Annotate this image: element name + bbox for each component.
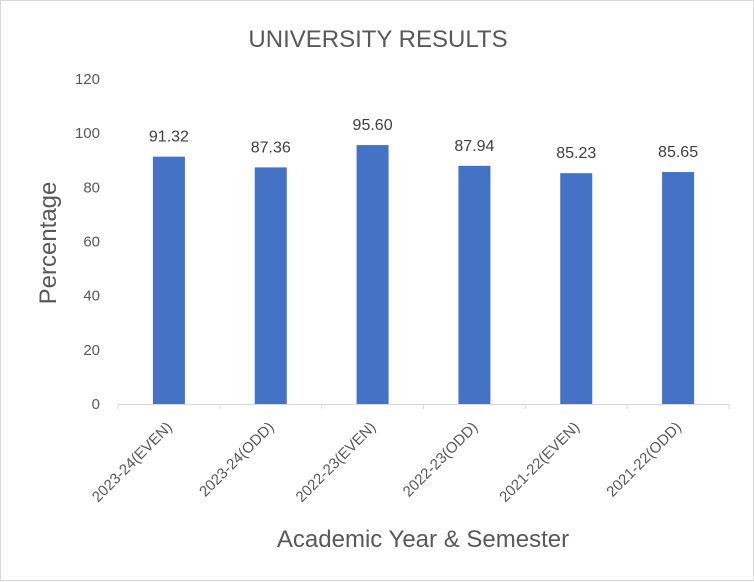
data-label: 85.65 — [658, 144, 698, 161]
bar — [458, 165, 491, 404]
y-tick-label: 40 — [83, 288, 100, 305]
x-tick-label: 2022-23(EVEN) — [293, 419, 380, 506]
chart-title: UNIVERSITY RESULTS — [248, 26, 507, 53]
bar — [356, 145, 389, 405]
y-axis-title: Percentage — [35, 182, 62, 305]
y-axis-ticks: 0 20 40 60 80 100 120 — [75, 71, 100, 413]
y-tick-label: 20 — [83, 342, 100, 359]
y-tick-label: 100 — [75, 125, 100, 142]
y-tick-label: 120 — [75, 71, 100, 88]
data-label: 91.32 — [149, 129, 189, 146]
x-tick-label: 2023-24(ODD) — [196, 419, 278, 501]
x-tick-label: 2023-24(EVEN) — [89, 419, 176, 506]
x-tick-label: 2021-22(ODD) — [603, 419, 685, 501]
data-label: 87.36 — [251, 139, 291, 156]
bar — [662, 172, 695, 404]
x-axis-title: Academic Year & Semester — [277, 526, 569, 553]
bar-series — [152, 145, 695, 405]
y-tick-label: 60 — [83, 234, 100, 251]
x-tick-label: 2021-22(EVEN) — [496, 419, 583, 506]
bar — [254, 167, 287, 404]
bar — [560, 173, 593, 404]
y-tick-label: 0 — [92, 396, 100, 413]
bar — [152, 156, 185, 404]
x-axis-ticks: 2023-24(EVEN) 2023-24(ODD) 2022-23(EVEN) 20… — [89, 404, 730, 506]
data-label: 85.23 — [556, 145, 596, 162]
data-label: 87.94 — [454, 138, 494, 155]
y-tick-label: 80 — [83, 179, 100, 196]
x-tick-label: 2022-23(ODD) — [400, 419, 482, 501]
data-label: 95.60 — [353, 117, 393, 134]
data-labels: 91.32 87.36 95.60 87.94 85.23 85.65 — [149, 117, 698, 162]
